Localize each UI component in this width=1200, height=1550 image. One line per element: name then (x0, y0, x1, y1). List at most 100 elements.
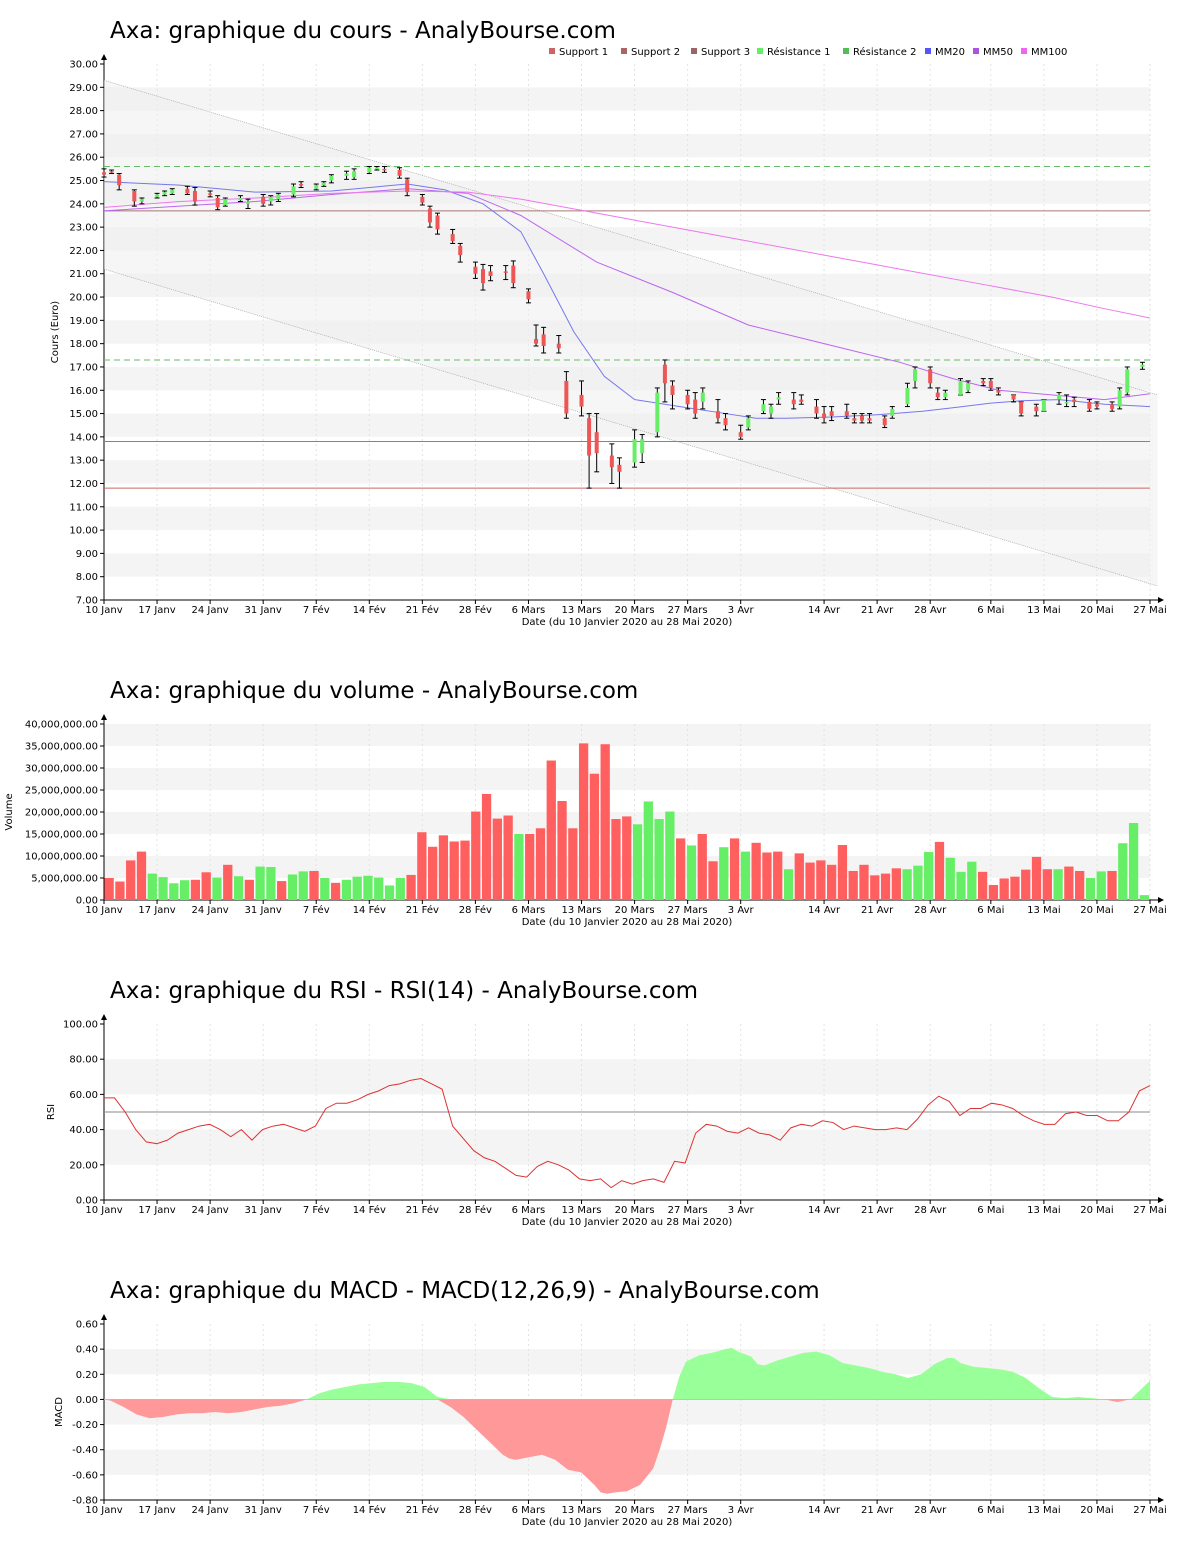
candle (1018, 401, 1024, 417)
volume-bar (212, 877, 222, 900)
x-tick-label: 27 Mai (1133, 1505, 1166, 1516)
candle-body (1041, 399, 1046, 412)
rsi-chart: Axa: graphique du RSI - RSI(14) - AnalyB… (46, 978, 1167, 1228)
volume-bar (848, 870, 858, 900)
candle (844, 403, 850, 419)
volume-bar (729, 838, 740, 900)
candle (904, 382, 910, 408)
candle (427, 205, 433, 228)
volume-bar (428, 846, 438, 900)
grid-band (104, 1059, 1150, 1095)
candle-body (223, 199, 228, 205)
x-tick-label: 14 Fév (353, 1204, 386, 1216)
candle (760, 399, 766, 415)
legend-item: Support 2 (621, 47, 680, 58)
x-axis-label: Date (du 10 Janvier 2020 au 28 Mai 2020) (522, 1517, 733, 1528)
candle-body (966, 383, 971, 391)
volume-chart: Axa: graphique du volume - AnalyBourse.c… (4, 678, 1167, 928)
candle (533, 324, 539, 347)
x-tick-label: 14 Avr (808, 905, 841, 916)
volume-bar (934, 841, 945, 900)
legend-label: Résistance 2 (853, 46, 916, 58)
volume-bar (956, 871, 966, 900)
y-tick-label: 18.00 (69, 339, 98, 350)
candle-body (480, 269, 485, 284)
x-tick-label: 27 Mars (668, 1505, 708, 1516)
y-tick-label: 26.00 (69, 153, 98, 164)
y-tick-label: 9.00 (76, 549, 98, 560)
candle (245, 198, 251, 209)
volume-bar (1010, 876, 1020, 900)
y-tick-label: 15.00 (69, 409, 98, 420)
y-axis-label: Volume (4, 793, 15, 830)
candle-body (314, 185, 319, 189)
volume-bar (481, 793, 492, 900)
candle-body (685, 394, 690, 405)
x-tick-label: 6 Mars (512, 605, 546, 616)
candle (632, 429, 638, 468)
x-tick-label: 13 Mars (562, 1505, 602, 1516)
legend-label: Résistance 1 (767, 46, 830, 58)
y-tick-label: 0.60 (76, 1320, 98, 1331)
grid-band (104, 506, 1150, 531)
volume-bar (201, 872, 211, 900)
candle-body (534, 338, 539, 344)
candle (1109, 401, 1115, 412)
y-tick-label: 19.00 (69, 316, 98, 327)
x-tick-label: 20 Mai (1080, 1205, 1113, 1216)
candle (184, 185, 190, 196)
candle-body (352, 171, 357, 178)
volume-bar (449, 841, 459, 900)
y-tick-label: 5,000,000.00 (31, 874, 98, 885)
candle-body (905, 387, 910, 405)
candle (435, 212, 441, 235)
x-tick-label: 28 Fév (459, 904, 492, 916)
candle (169, 188, 175, 196)
x-tick-label: 20 Mars (615, 905, 655, 916)
candle-body (814, 406, 819, 414)
candle-body (564, 380, 569, 414)
candle (988, 378, 994, 391)
candle-body (867, 418, 872, 421)
volume-bar (1031, 856, 1042, 900)
x-tick-label: 6 Mars (512, 1505, 546, 1516)
y-tick-label: 8.00 (76, 572, 98, 583)
x-tick-label: 13 Mai (1027, 605, 1060, 616)
candle (639, 434, 645, 464)
candle (472, 261, 478, 279)
grid-band (104, 768, 1150, 790)
chart-title: Axa: graphique du RSI - RSI(14) - AnalyB… (110, 978, 698, 1004)
candle-body (503, 271, 508, 273)
candle (237, 195, 243, 202)
candle-body (822, 413, 827, 419)
candle (109, 169, 115, 175)
candle-body (579, 394, 584, 407)
legend-swatch (1021, 48, 1027, 54)
volume-bar (632, 824, 643, 900)
candle (162, 190, 168, 197)
legend-swatch (973, 48, 979, 54)
y-tick-label: 40,000,000.00 (25, 720, 98, 731)
y-tick-label: 20,000,000.00 (25, 808, 98, 819)
volume-bar (719, 847, 729, 900)
candle-body (890, 408, 895, 416)
y-tick-label: 29.00 (69, 83, 98, 94)
x-tick-label: 14 Avr (808, 1205, 841, 1216)
volume-bar (1042, 869, 1052, 900)
x-tick-label: 24 Janv (191, 605, 228, 616)
volume-bar (945, 857, 955, 900)
x-tick-label: 31 Janv (245, 1505, 282, 1516)
x-tick-label: 17 Janv (138, 905, 175, 916)
candle-body (670, 385, 675, 395)
candle (374, 166, 380, 171)
volume-bar (363, 875, 373, 900)
candle (912, 366, 918, 389)
x-tick-label: 17 Janv (138, 605, 175, 616)
x-tick-label: 28 Avr (914, 605, 947, 616)
legend-label: MM100 (1031, 47, 1067, 58)
candle-body (185, 188, 190, 194)
legend-label: Support 3 (701, 47, 750, 58)
candle-body (594, 432, 599, 454)
x-axis-label: Date (du 10 Janvier 2020 au 28 Mai 2020) (522, 1217, 733, 1228)
candle-body (1011, 394, 1016, 400)
